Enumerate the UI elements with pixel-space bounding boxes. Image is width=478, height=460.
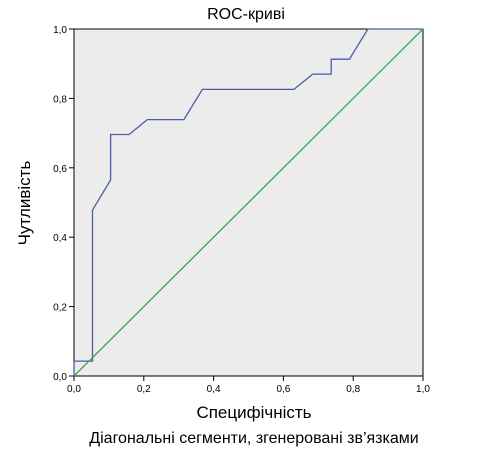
y-tick-label: 0,6 xyxy=(53,164,67,175)
reference-diagonal-line xyxy=(73,28,424,377)
footnote: Діагональні сегменти, згенеровані зв’язк… xyxy=(89,430,418,447)
x-tick-label: 0,6 xyxy=(276,384,290,395)
x-tick-label: 0,8 xyxy=(346,384,360,395)
y-axis-ticks: 0,0 0,2 0,4 0,6 0,8 1,0 xyxy=(53,25,74,383)
roc-curve-line xyxy=(73,28,423,376)
x-tick-label: 0,0 xyxy=(67,384,81,395)
x-tick-label: 1,0 xyxy=(416,384,430,395)
y-tick-label: 0,0 xyxy=(53,372,67,383)
x-tick-label: 0,2 xyxy=(137,384,151,395)
x-tick-label: 0,4 xyxy=(207,384,221,395)
y-tick-label: 0,4 xyxy=(53,233,67,244)
y-tick-label: 0,8 xyxy=(53,94,67,105)
y-tick-label: 1,0 xyxy=(53,25,67,36)
chart-title: ROC-криві xyxy=(207,6,285,23)
x-axis-label: Специфічність xyxy=(196,403,311,422)
y-axis-label: Чутливість xyxy=(15,161,34,246)
series-layer xyxy=(73,28,424,377)
y-tick-label: 0,2 xyxy=(53,303,67,314)
x-axis-ticks: 0,0 0,2 0,4 0,6 0,8 1,0 xyxy=(67,376,430,395)
